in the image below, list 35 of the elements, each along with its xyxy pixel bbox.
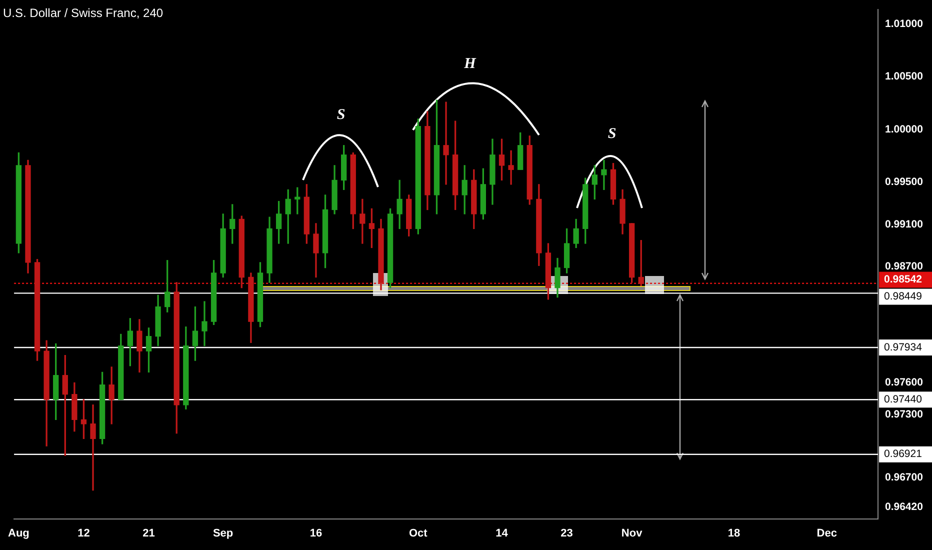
ref-line-label: 0.98542 <box>884 274 922 286</box>
x-tick-label: 12 <box>78 527 90 540</box>
candlestick <box>202 301 208 346</box>
y-tick-label: 0.96420 <box>885 501 924 514</box>
x-tick-label: Dec <box>816 527 837 540</box>
y-tick-label: 0.97600 <box>885 376 924 389</box>
chart-title: U.S. Dollar / Swiss Franc, 240 <box>3 6 164 20</box>
candlestick <box>443 102 449 185</box>
y-tick-label: 0.99100 <box>885 218 924 230</box>
ref-line-label: 0.97440 <box>884 393 922 406</box>
ref-line-label: 0.96921 <box>884 448 922 460</box>
y-tick-label: 1.00000 <box>885 123 924 136</box>
annotation: H <box>463 56 478 72</box>
y-tick-label: 0.98700 <box>885 260 924 273</box>
x-tick-label: Nov <box>621 527 644 540</box>
x-tick-label: 21 <box>142 527 155 540</box>
x-tick-label: 14 <box>496 527 509 540</box>
annotation: S <box>336 106 346 123</box>
candlestick <box>508 150 514 185</box>
x-tick-label: 18 <box>728 527 740 540</box>
candlestick <box>601 160 607 190</box>
x-tick-label: Aug <box>8 527 30 540</box>
x-tick-label: 23 <box>560 527 573 540</box>
ref-line-label: 0.97934 <box>884 341 922 354</box>
y-tick-label: 0.96700 <box>885 472 924 484</box>
y-tick-label: 0.97300 <box>885 408 924 420</box>
y-tick-label: 1.00500 <box>885 70 924 83</box>
ref-line-label: 0.98449 <box>884 290 922 303</box>
x-tick-label: Oct <box>408 527 428 540</box>
annotation: S <box>608 126 616 142</box>
y-tick-label: 0.99500 <box>885 176 924 188</box>
candlestick <box>90 404 96 491</box>
y-tick-label: 1.01000 <box>885 18 924 30</box>
x-tick-label: 16 <box>310 527 322 540</box>
x-tick-label: Sep <box>212 527 234 540</box>
